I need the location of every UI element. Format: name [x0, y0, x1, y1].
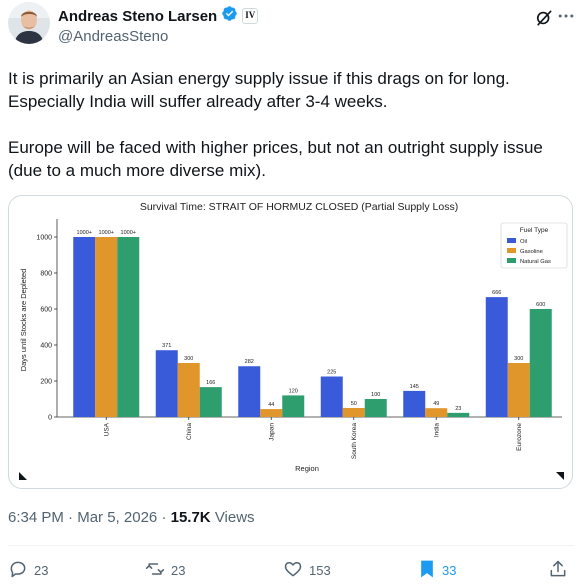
y-tick-label: 600: [40, 307, 52, 314]
share-icon: [548, 559, 568, 582]
tweet-meta: 6:34 PM · Mar 5, 2026 · 15.7K Views: [8, 509, 255, 526]
collapse-icon[interactable]: [556, 472, 564, 480]
bar-natural-gas: [529, 309, 552, 417]
legend-swatch: [507, 248, 516, 253]
legend-swatch: [507, 238, 516, 243]
chart-x-axis-label: Region: [295, 464, 319, 473]
bar-data-label: 145: [410, 384, 419, 390]
bar-data-label: 666: [492, 290, 501, 296]
x-tick-label: India: [433, 423, 440, 437]
legend-label: Oil: [520, 239, 527, 245]
bookmark-icon: [418, 559, 436, 582]
x-tick-label: China: [186, 423, 193, 440]
bar-natural-gas: [282, 395, 305, 417]
grok-icon[interactable]: [534, 8, 554, 33]
bar-gasoline: [425, 408, 448, 417]
affiliate-badge-text: IV: [245, 10, 256, 20]
like-count: 153: [309, 562, 331, 578]
bar-data-label: 1000+: [121, 230, 136, 236]
author-handle[interactable]: @AndreasSteno: [58, 28, 169, 45]
bar-data-label: 166: [206, 380, 215, 386]
bar-data-label: 1000+: [99, 230, 114, 236]
bar-gasoline: [507, 363, 530, 417]
tweet-header: Andreas Steno Larsen IV @AndreasSteno: [8, 2, 576, 50]
bar-oil: [485, 297, 508, 417]
meta-separator-2: ·: [161, 509, 167, 526]
bar-gasoline: [95, 237, 118, 417]
chart-title: Survival Time: STRAIT OF HORMUZ CLOSED (…: [140, 201, 458, 213]
tweet-time[interactable]: 6:34 PM: [8, 509, 64, 526]
meta-separator: ·: [68, 509, 74, 526]
x-tick-label: USA: [103, 422, 110, 436]
bar-data-label: 282: [245, 359, 254, 365]
repost-count: 23: [171, 562, 186, 578]
bar-data-label: 49: [433, 401, 439, 407]
bar-data-label: 600: [536, 302, 545, 308]
bar-natural-gas: [117, 237, 140, 417]
legend-box: [500, 222, 568, 269]
verified-icon[interactable]: [221, 5, 238, 27]
bar-oil: [155, 350, 178, 417]
tweet-media-chart[interactable]: Survival Time: STRAIT OF HORMUZ CLOSED (…: [8, 195, 573, 489]
tweet-paragraph-1: It is primarily an Asian energy supply i…: [8, 69, 510, 111]
reply-icon: [8, 559, 28, 582]
y-tick-label: 800: [40, 271, 52, 278]
legend-label: Gasoline: [520, 249, 543, 255]
bookmark-count: 33: [442, 562, 457, 578]
tweet-paragraph-2: Europe will be faced with higher prices,…: [8, 138, 543, 180]
bar-data-label: 300: [514, 356, 523, 362]
bar-data-label: 44: [268, 402, 274, 408]
views-label: Views: [214, 509, 255, 526]
bar-data-label: 100: [371, 392, 380, 398]
bar-data-label: 225: [327, 370, 336, 376]
bar-data-label: 120: [289, 388, 298, 394]
bar-oil: [238, 366, 261, 417]
x-tick-label: South Korea: [351, 423, 358, 460]
bar-natural-gas: [447, 412, 470, 417]
more-icon[interactable]: [556, 6, 576, 31]
bar-data-label: 300: [184, 356, 193, 362]
y-tick-label: 400: [40, 343, 52, 350]
y-tick-label: 200: [40, 379, 52, 386]
chart-y-axis-label: Days until Stocks are Depleted: [19, 269, 28, 372]
bar-oil: [320, 376, 343, 417]
legend-swatch: [507, 258, 516, 263]
views-count: 15.7K: [170, 509, 211, 526]
bar-data-label: 50: [351, 401, 357, 407]
bar-data-label: 1000+: [77, 230, 92, 236]
bookmark-button[interactable]: 33: [418, 556, 456, 584]
repost-icon: [145, 559, 165, 582]
author-name[interactable]: Andreas Steno Larsen: [58, 7, 218, 25]
bar-oil: [403, 390, 426, 417]
legend-title: Fuel Type: [520, 227, 549, 234]
bar-gasoline: [342, 408, 365, 417]
bar-data-label: 23: [455, 406, 461, 412]
bar-gasoline: [260, 409, 283, 417]
reply-count: 23: [34, 562, 49, 578]
share-button[interactable]: [548, 556, 568, 584]
y-tick-label: 1000: [36, 235, 52, 242]
avatar[interactable]: [8, 2, 50, 44]
bar-oil: [73, 237, 96, 417]
repost-button[interactable]: 23: [145, 556, 185, 584]
expand-icon[interactable]: [19, 472, 27, 480]
like-icon: [283, 559, 303, 582]
tweet-text: It is primarily an Asian energy supply i…: [8, 67, 574, 182]
bar-gasoline: [177, 363, 200, 417]
bar-data-label: 371: [162, 343, 171, 349]
legend-label: Natural Gas: [520, 259, 551, 265]
reply-button[interactable]: 23: [8, 556, 48, 584]
like-button[interactable]: 153: [283, 556, 331, 584]
y-tick-label: 0: [48, 415, 52, 422]
tweet-actions: 23 23 153 33: [8, 556, 574, 584]
tweet-date[interactable]: Mar 5, 2026: [77, 509, 158, 526]
x-tick-label: Japan: [268, 423, 275, 441]
x-tick-label: Eurozone: [516, 423, 523, 451]
bar-natural-gas: [199, 387, 222, 417]
divider: [8, 545, 574, 546]
affiliate-badge[interactable]: IV: [242, 8, 259, 24]
survival-time-chart: Survival Time: STRAIT OF HORMUZ CLOSED (…: [19, 201, 568, 480]
bar-natural-gas: [364, 399, 387, 417]
